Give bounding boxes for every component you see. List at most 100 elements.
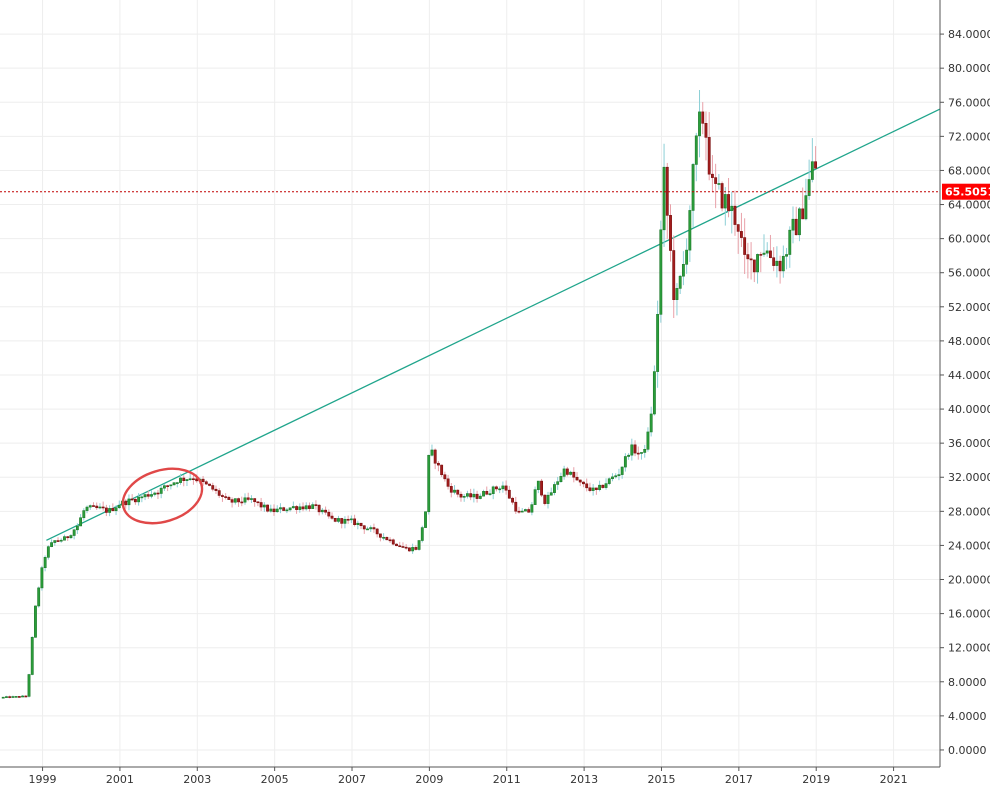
candle-down: [752, 259, 756, 273]
y-tick-label: 72.0000: [948, 130, 990, 143]
candle-up: [765, 250, 769, 254]
candle-up: [498, 488, 502, 491]
trendline[interactable]: [46, 108, 941, 541]
candle-down: [295, 506, 298, 510]
candle-up: [559, 476, 563, 482]
candle-up: [179, 477, 182, 483]
candle-down: [701, 111, 705, 124]
candle-down: [743, 237, 747, 255]
candle-up: [688, 210, 692, 251]
candle-up: [188, 478, 192, 481]
candle-up: [46, 546, 50, 558]
candle-up: [630, 444, 634, 456]
candle-up: [50, 542, 54, 547]
candle-up: [646, 431, 650, 450]
x-tick-label: 2003: [183, 773, 211, 786]
candle-up: [652, 371, 656, 415]
candle-up: [85, 506, 89, 511]
candle-up: [424, 511, 427, 528]
candle-down: [191, 478, 195, 481]
candle-up: [98, 506, 102, 509]
candle-up: [649, 413, 653, 433]
candle-up: [685, 249, 689, 265]
trendline-layer: [46, 108, 941, 541]
candle-down: [710, 173, 714, 178]
candle-down: [314, 504, 318, 506]
candle-down: [814, 161, 817, 169]
candle-up: [524, 509, 527, 512]
candle-up: [620, 466, 624, 475]
candle-up: [659, 229, 663, 315]
candle-up: [549, 492, 553, 496]
candle-up: [781, 255, 785, 272]
candle-up: [356, 522, 360, 525]
candle-up: [556, 481, 560, 485]
candle-up: [150, 494, 153, 497]
candle-down: [707, 137, 711, 175]
candle-down: [746, 254, 750, 260]
candle-down: [636, 452, 640, 455]
candle-up: [153, 492, 157, 495]
candle-up: [520, 510, 524, 513]
candle-down: [739, 231, 743, 238]
candle-up: [640, 452, 643, 454]
candle-up: [427, 454, 431, 513]
candle-down: [540, 480, 543, 496]
candle-up: [488, 493, 492, 495]
candle-down: [301, 506, 305, 510]
candle-down: [391, 539, 395, 545]
candle-up: [53, 540, 57, 543]
candle-up: [275, 508, 279, 513]
candle-down: [601, 484, 605, 488]
candle-up: [37, 587, 41, 607]
candle-up: [730, 205, 734, 211]
candle-up: [250, 498, 253, 500]
candle-down: [388, 539, 392, 542]
candle-down: [17, 696, 21, 698]
candle-up: [762, 252, 766, 255]
candle-up: [785, 254, 788, 257]
candle-up: [598, 484, 602, 490]
candle-up: [108, 508, 112, 513]
candle-down: [224, 496, 228, 498]
candle-down: [214, 488, 218, 491]
candle-up: [88, 505, 92, 508]
candle-up: [627, 454, 631, 457]
candle-down: [720, 183, 724, 209]
candle-up: [304, 505, 308, 510]
candle-up: [694, 135, 698, 165]
candle-up: [185, 479, 189, 481]
candle-up: [675, 288, 679, 300]
candle-down: [588, 487, 592, 491]
x-tick-label: 2007: [338, 773, 366, 786]
y-tick-label: 36.0000: [948, 437, 990, 450]
candle-up: [611, 476, 614, 480]
candle-down: [182, 477, 186, 481]
candle-up: [27, 674, 31, 697]
candle-down: [359, 522, 363, 527]
candle-up: [140, 496, 144, 499]
candle-up: [69, 535, 73, 539]
candle-up: [343, 518, 347, 524]
candle-down: [404, 546, 408, 549]
y-tick-label: 24.0000: [948, 539, 990, 552]
candle-up: [501, 485, 505, 490]
candle-up: [617, 474, 621, 477]
candle-down: [794, 218, 798, 236]
candle-down: [111, 508, 115, 512]
candle-up: [262, 504, 266, 508]
candle-up: [172, 482, 176, 486]
candle-down: [395, 543, 398, 547]
annotation-ellipse[interactable]: [116, 460, 209, 533]
candle-down: [133, 499, 137, 503]
candle-up: [311, 504, 315, 509]
x-tick-label: 1999: [29, 773, 57, 786]
candle-up: [478, 495, 482, 499]
candle-down: [104, 507, 108, 513]
candle-up: [807, 179, 811, 196]
candle-down: [156, 492, 160, 495]
candle-up: [72, 529, 76, 536]
candle-up: [127, 498, 131, 506]
candle-down: [759, 254, 763, 256]
candle-down: [146, 494, 150, 497]
